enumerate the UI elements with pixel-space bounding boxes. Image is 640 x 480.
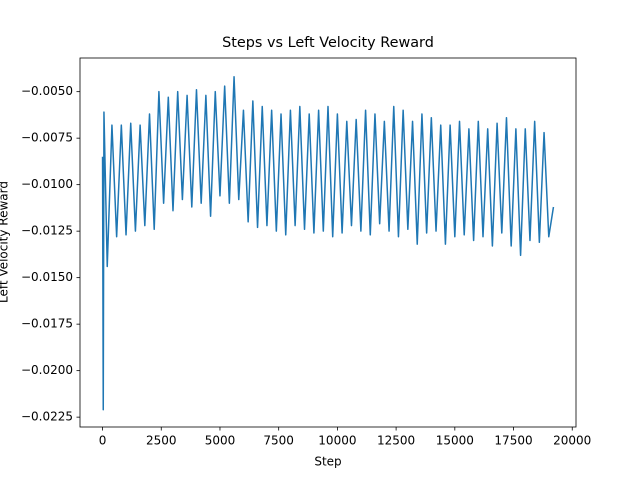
plot-frame (79, 57, 577, 428)
y-tick-label: −0.0150 (21, 270, 73, 284)
y-tick-label: −0.0125 (21, 224, 73, 238)
chart-title: Steps vs Left Velocity Reward (222, 35, 434, 51)
y-tick-label: −0.0225 (21, 410, 73, 424)
x-tick-label: 10000 (318, 434, 356, 448)
y-tick-label: −0.0100 (21, 177, 73, 191)
x-axis-label: Step (314, 455, 341, 469)
x-tick-label: 5000 (205, 434, 236, 448)
x-tick-label: 20000 (553, 434, 591, 448)
y-tick-label: −0.0175 (21, 317, 73, 331)
x-tick-label: 17500 (494, 434, 532, 448)
x-tick-label: 2500 (146, 434, 177, 448)
x-tick-label: 15000 (436, 434, 474, 448)
y-tick-label: −0.0075 (21, 131, 73, 145)
x-tick-label: 7500 (263, 434, 294, 448)
x-tick-label: 12500 (377, 434, 415, 448)
x-tick-label: 0 (99, 434, 107, 448)
y-axis-label: Left Velocity Reward (0, 181, 11, 303)
y-tick-label: −0.0050 (21, 84, 73, 98)
y-tick-label: −0.0200 (21, 363, 73, 377)
data-line (101, 76, 555, 411)
